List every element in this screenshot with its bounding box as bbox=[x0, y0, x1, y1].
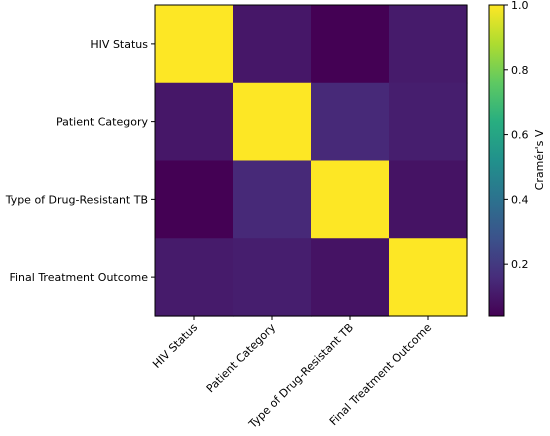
colorbar-label: Cramér's V bbox=[533, 129, 546, 190]
heatmap-cell bbox=[389, 238, 468, 317]
heatmap-cell bbox=[389, 5, 468, 84]
y-tick-label: Patient Category bbox=[56, 116, 149, 129]
colorbar bbox=[488, 4, 505, 317]
heatmap-cell bbox=[155, 82, 234, 162]
heatmap-cell bbox=[233, 82, 312, 162]
x-tick-label: HIV Status bbox=[150, 321, 200, 371]
colorbar-tick-label: 1.0 bbox=[511, 0, 529, 12]
heatmap-cell bbox=[233, 160, 312, 239]
heatmap-cell bbox=[155, 238, 234, 317]
heatmap-cells bbox=[155, 5, 468, 317]
heatmap-cell bbox=[155, 160, 234, 239]
heatmap-cell bbox=[311, 160, 390, 239]
heatmap-cell bbox=[389, 160, 468, 239]
colorbar-tick-label: 0.6 bbox=[511, 129, 529, 142]
x-tick-label: Patient Category bbox=[204, 321, 279, 396]
y-tick-label: Type of Drug-Resistant TB bbox=[5, 193, 148, 206]
heatmap-cell bbox=[155, 5, 234, 84]
y-axis: HIV Status Patient Category Type of Drug-R… bbox=[5, 38, 155, 284]
heatmap-cell bbox=[233, 5, 312, 84]
heatmap-cell bbox=[389, 82, 468, 162]
heatmap-cell bbox=[311, 5, 390, 84]
y-tick-label: Final Treatment Outcome bbox=[9, 271, 148, 284]
colorbar-tick-label: 0.4 bbox=[511, 193, 529, 206]
heatmap-cell bbox=[311, 82, 390, 162]
colorbar-tick-label: 0.2 bbox=[511, 258, 529, 271]
plot-frame bbox=[154, 4, 468, 317]
colorbar-axis: 0.2 0.4 0.6 0.8 1.0 bbox=[504, 0, 529, 271]
heatmap-cell bbox=[311, 238, 390, 317]
y-tick-label: HIV Status bbox=[90, 38, 148, 51]
colorbar-tick-label: 0.8 bbox=[511, 64, 529, 77]
heatmap-cell bbox=[233, 238, 312, 317]
